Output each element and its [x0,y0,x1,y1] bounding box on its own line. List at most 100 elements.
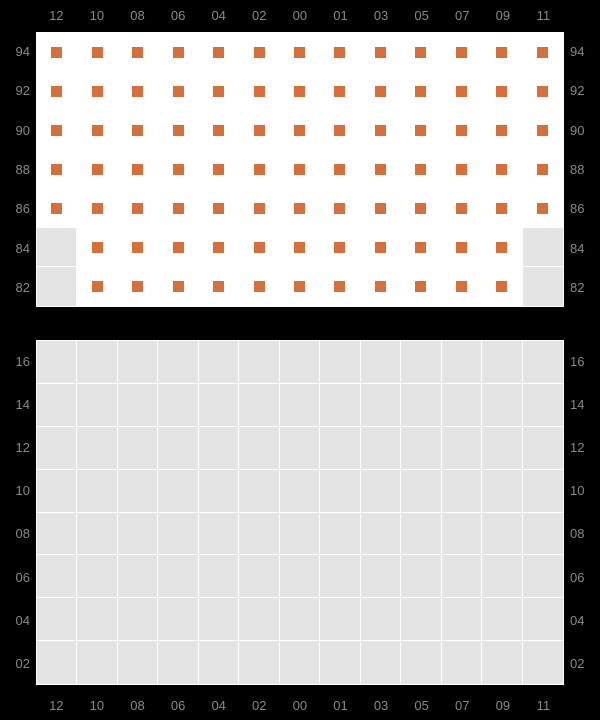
seat-available[interactable] [320,111,360,150]
seat-available[interactable] [401,111,441,150]
seat-unavailable [482,384,522,427]
seat-available[interactable] [401,267,441,306]
seat-available[interactable] [118,228,158,267]
seat-available[interactable] [158,111,198,150]
seat-available[interactable] [280,267,320,306]
seat-available[interactable] [320,189,360,228]
seat-available[interactable] [401,228,441,267]
seat-available[interactable] [442,228,482,267]
seat-available[interactable] [482,111,522,150]
seat-available[interactable] [77,228,117,267]
seat-available[interactable] [37,33,77,72]
seat-available[interactable] [199,111,239,150]
seat-available[interactable] [158,228,198,267]
seat-available[interactable] [361,267,401,306]
seat-available[interactable] [118,33,158,72]
seat-available[interactable] [280,150,320,189]
seat-available[interactable] [199,150,239,189]
seat-available[interactable] [158,267,198,306]
seat-available[interactable] [482,228,522,267]
seat-available[interactable] [37,72,77,111]
seat-marker-icon [213,242,224,253]
seat-unavailable [401,341,441,384]
seat-available[interactable] [239,189,279,228]
seat-available[interactable] [199,72,239,111]
seat-available[interactable] [320,150,360,189]
seat-available[interactable] [482,267,522,306]
seat-available[interactable] [482,72,522,111]
top-seating-grid [37,33,563,306]
seat-available[interactable] [482,33,522,72]
seat-available[interactable] [239,111,279,150]
seat-available[interactable] [442,150,482,189]
seat-available[interactable] [320,33,360,72]
seat-available[interactable] [361,72,401,111]
seat-available[interactable] [401,150,441,189]
seat-available[interactable] [239,267,279,306]
seat-available[interactable] [118,72,158,111]
seat-available[interactable] [482,189,522,228]
seat-available[interactable] [239,228,279,267]
seat-available[interactable] [280,33,320,72]
seat-available[interactable] [118,189,158,228]
seat-available[interactable] [77,189,117,228]
seat-available[interactable] [158,33,198,72]
seat-available[interactable] [401,72,441,111]
seat-available[interactable] [361,111,401,150]
seat-available[interactable] [118,267,158,306]
seat-marker-icon [254,281,265,292]
seat-available[interactable] [158,150,198,189]
seat-available[interactable] [482,150,522,189]
seat-available[interactable] [442,111,482,150]
seat-available[interactable] [523,111,563,150]
seat-available[interactable] [320,228,360,267]
seat-unavailable [239,470,279,513]
seat-available[interactable] [77,33,117,72]
seat-available[interactable] [361,189,401,228]
seat-available[interactable] [118,111,158,150]
seat-available[interactable] [280,189,320,228]
seat-marker-icon [132,242,143,253]
seat-available[interactable] [37,189,77,228]
seat-available[interactable] [239,72,279,111]
seat-available[interactable] [158,72,198,111]
seat-available[interactable] [523,33,563,72]
seat-available[interactable] [442,33,482,72]
seat-available[interactable] [199,33,239,72]
row-label: 90 [568,111,596,150]
seat-available[interactable] [199,189,239,228]
seat-available[interactable] [37,111,77,150]
seat-available[interactable] [158,189,198,228]
seat-available[interactable] [118,150,158,189]
seat-available[interactable] [361,150,401,189]
seat-available[interactable] [77,150,117,189]
seat-available[interactable] [442,267,482,306]
seat-available[interactable] [199,228,239,267]
seat-available[interactable] [77,267,117,306]
seat-available[interactable] [361,228,401,267]
seat-available[interactable] [523,150,563,189]
top-seating-section [36,32,564,307]
seat-unavailable [442,470,482,513]
seat-available[interactable] [77,72,117,111]
seat-available[interactable] [401,189,441,228]
seat-available[interactable] [280,111,320,150]
seat-available[interactable] [401,33,441,72]
seat-available[interactable] [320,267,360,306]
seat-available[interactable] [320,72,360,111]
seat-available[interactable] [523,189,563,228]
seat-available[interactable] [361,33,401,72]
seat-unavailable [77,427,117,470]
seat-available[interactable] [442,72,482,111]
seat-available[interactable] [523,72,563,111]
seat-available[interactable] [199,267,239,306]
seat-available[interactable] [280,228,320,267]
seat-available[interactable] [442,189,482,228]
top-row-labels-left: 94929088868482 [4,32,32,307]
seat-available[interactable] [37,150,77,189]
seat-available[interactable] [239,33,279,72]
seat-available[interactable] [239,150,279,189]
seat-available[interactable] [77,111,117,150]
column-header: 03 [361,8,402,23]
seat-available[interactable] [280,72,320,111]
